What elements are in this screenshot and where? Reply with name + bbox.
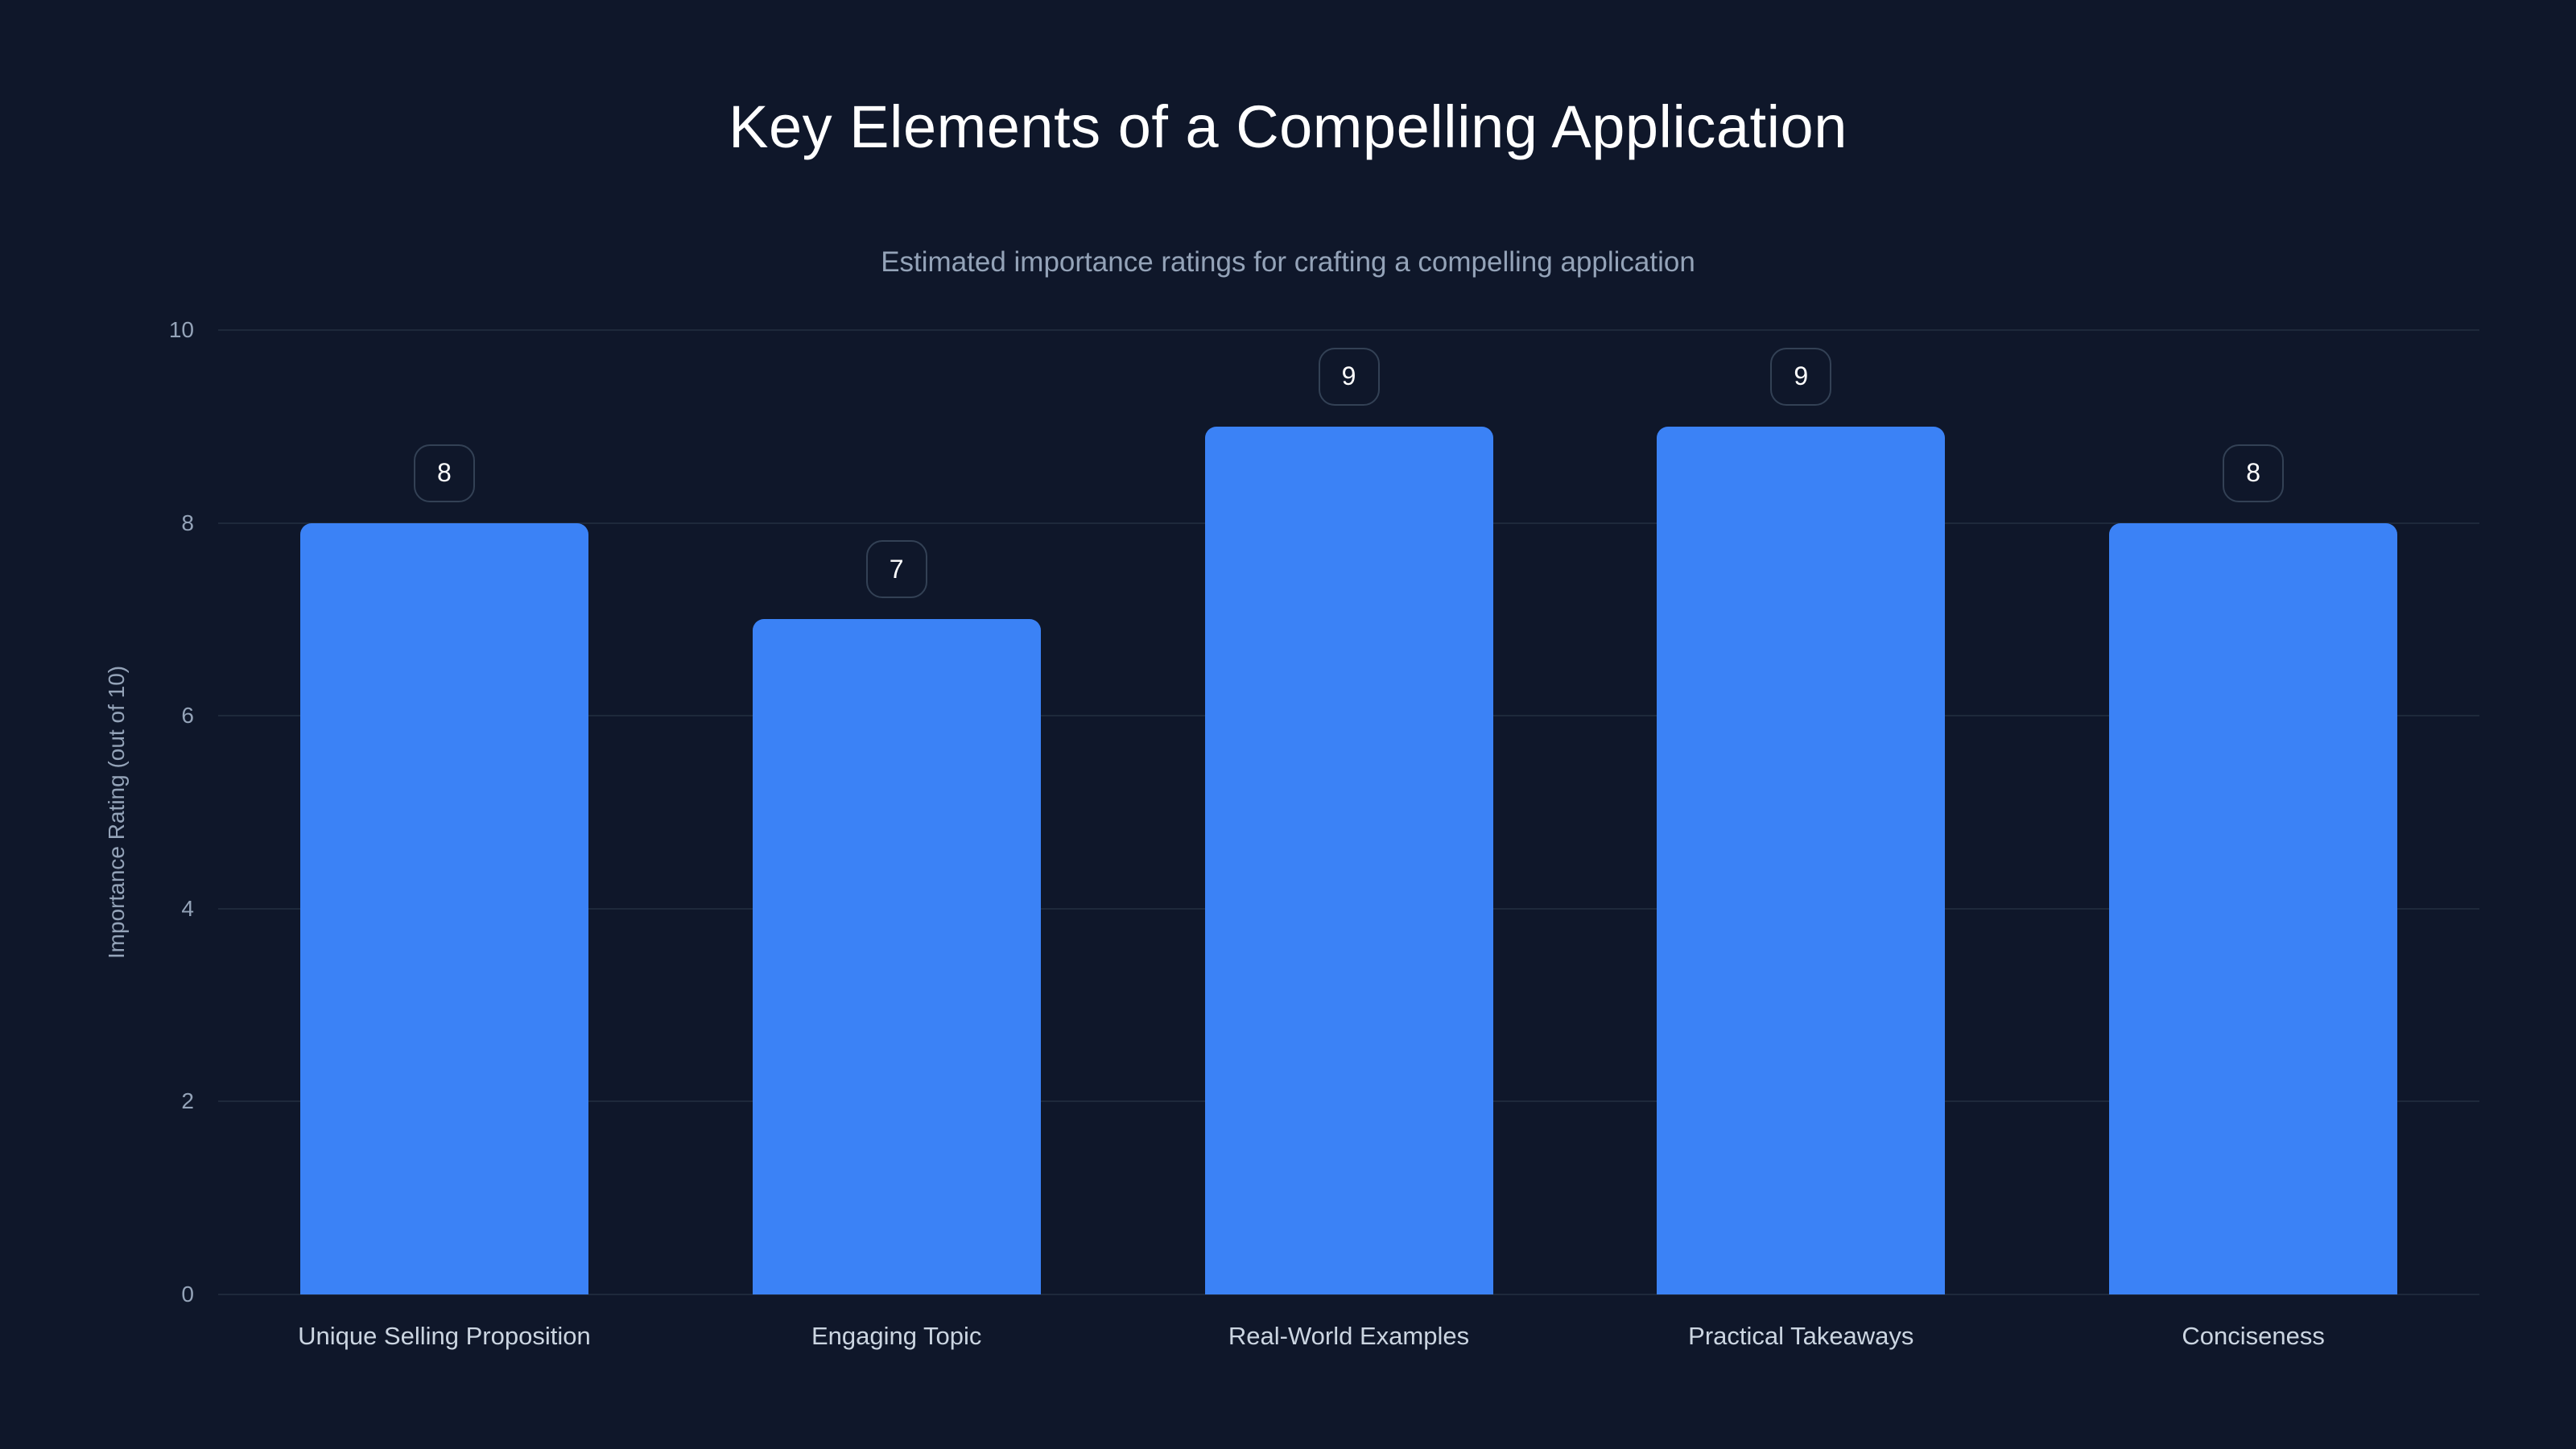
x-category-label: Engaging Topic [811,1322,982,1350]
x-category-label: Unique Selling Proposition [298,1322,591,1350]
x-category-label: Conciseness [2182,1322,2325,1350]
bar[interactable] [752,619,1041,1294]
data-label-badge: 8 [413,444,475,502]
gridline [218,1294,2479,1295]
plot-area: 8 7 9 9 8 [218,329,2479,1295]
data-label-badge: 9 [1770,347,1832,406]
data-label-badge: 7 [865,540,927,599]
bar[interactable] [2109,522,2398,1294]
y-tick-label: 8 [181,510,194,535]
bar[interactable] [1657,426,1946,1294]
data-label-badge: 8 [2223,444,2285,502]
y-tick-label: 6 [181,703,194,729]
gridline [218,329,2479,331]
x-category-label: Practical Takeaways [1688,1322,1914,1350]
x-category-label: Real-World Examples [1228,1322,1470,1350]
bar[interactable] [1204,426,1493,1294]
y-tick-label: 2 [181,1088,194,1114]
chart-title: Key Elements of a Compelling Application [729,93,1847,160]
y-tick-label: 0 [181,1282,194,1307]
bar[interactable] [299,522,588,1294]
y-tick-label: 10 [168,317,194,342]
y-tick-label: 4 [181,895,194,921]
chart-subtitle: Estimated importance ratings for craftin… [881,246,1695,278]
data-label-badge: 9 [1318,347,1380,406]
